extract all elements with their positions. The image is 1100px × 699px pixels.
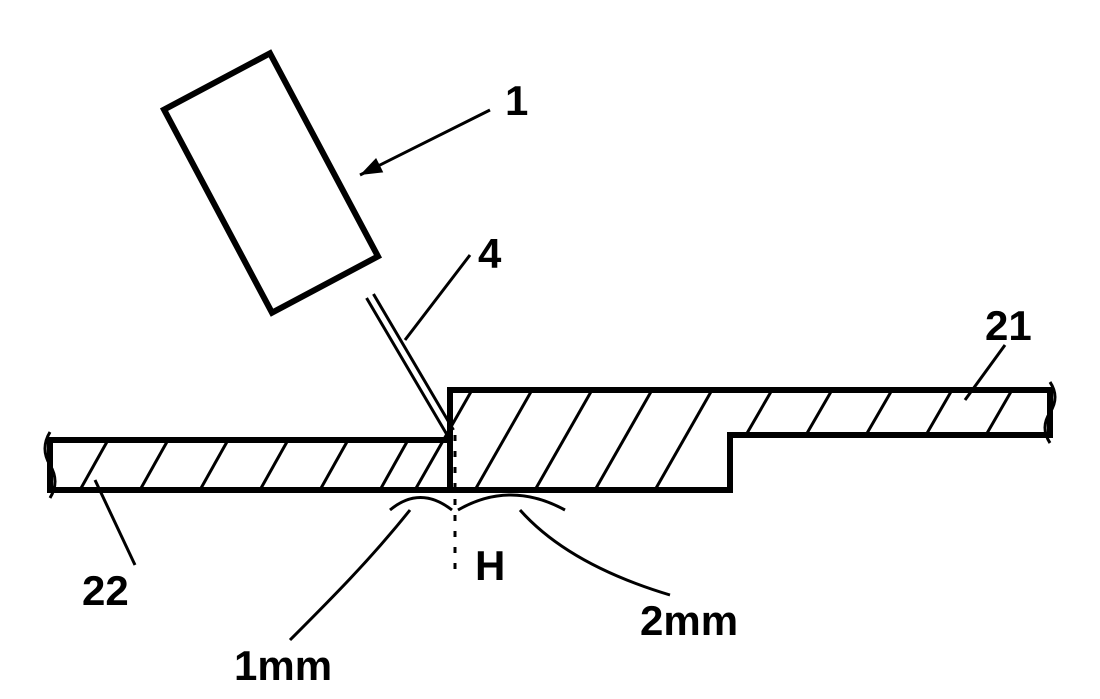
welding-diagram: 1 4 21 22 H 1mm 2mm (0, 0, 1100, 699)
leader-dim-left (290, 510, 410, 640)
upper-plate (450, 390, 1050, 490)
torch-body (164, 53, 378, 312)
dim-arc-left (390, 498, 452, 511)
leader-dim-right (520, 510, 670, 595)
label-wire: 4 (478, 230, 502, 277)
dim-arc-right (458, 495, 565, 510)
label-center: H (475, 542, 505, 589)
lower-plate-hatch (80, 440, 408, 490)
lower-plate (50, 440, 450, 490)
leader-wire (405, 255, 470, 340)
wire-electrode (367, 298, 447, 434)
label-dim-left: 1mm (234, 642, 332, 689)
arrowhead-icon (360, 158, 383, 175)
wire-electrode (373, 294, 453, 430)
upper-plate-hatch (415, 390, 1012, 490)
label-dim-right: 2mm (640, 597, 738, 644)
label-upper-plate: 21 (985, 302, 1032, 349)
label-torch: 1 (505, 77, 528, 124)
label-lower-plate: 22 (82, 567, 129, 614)
